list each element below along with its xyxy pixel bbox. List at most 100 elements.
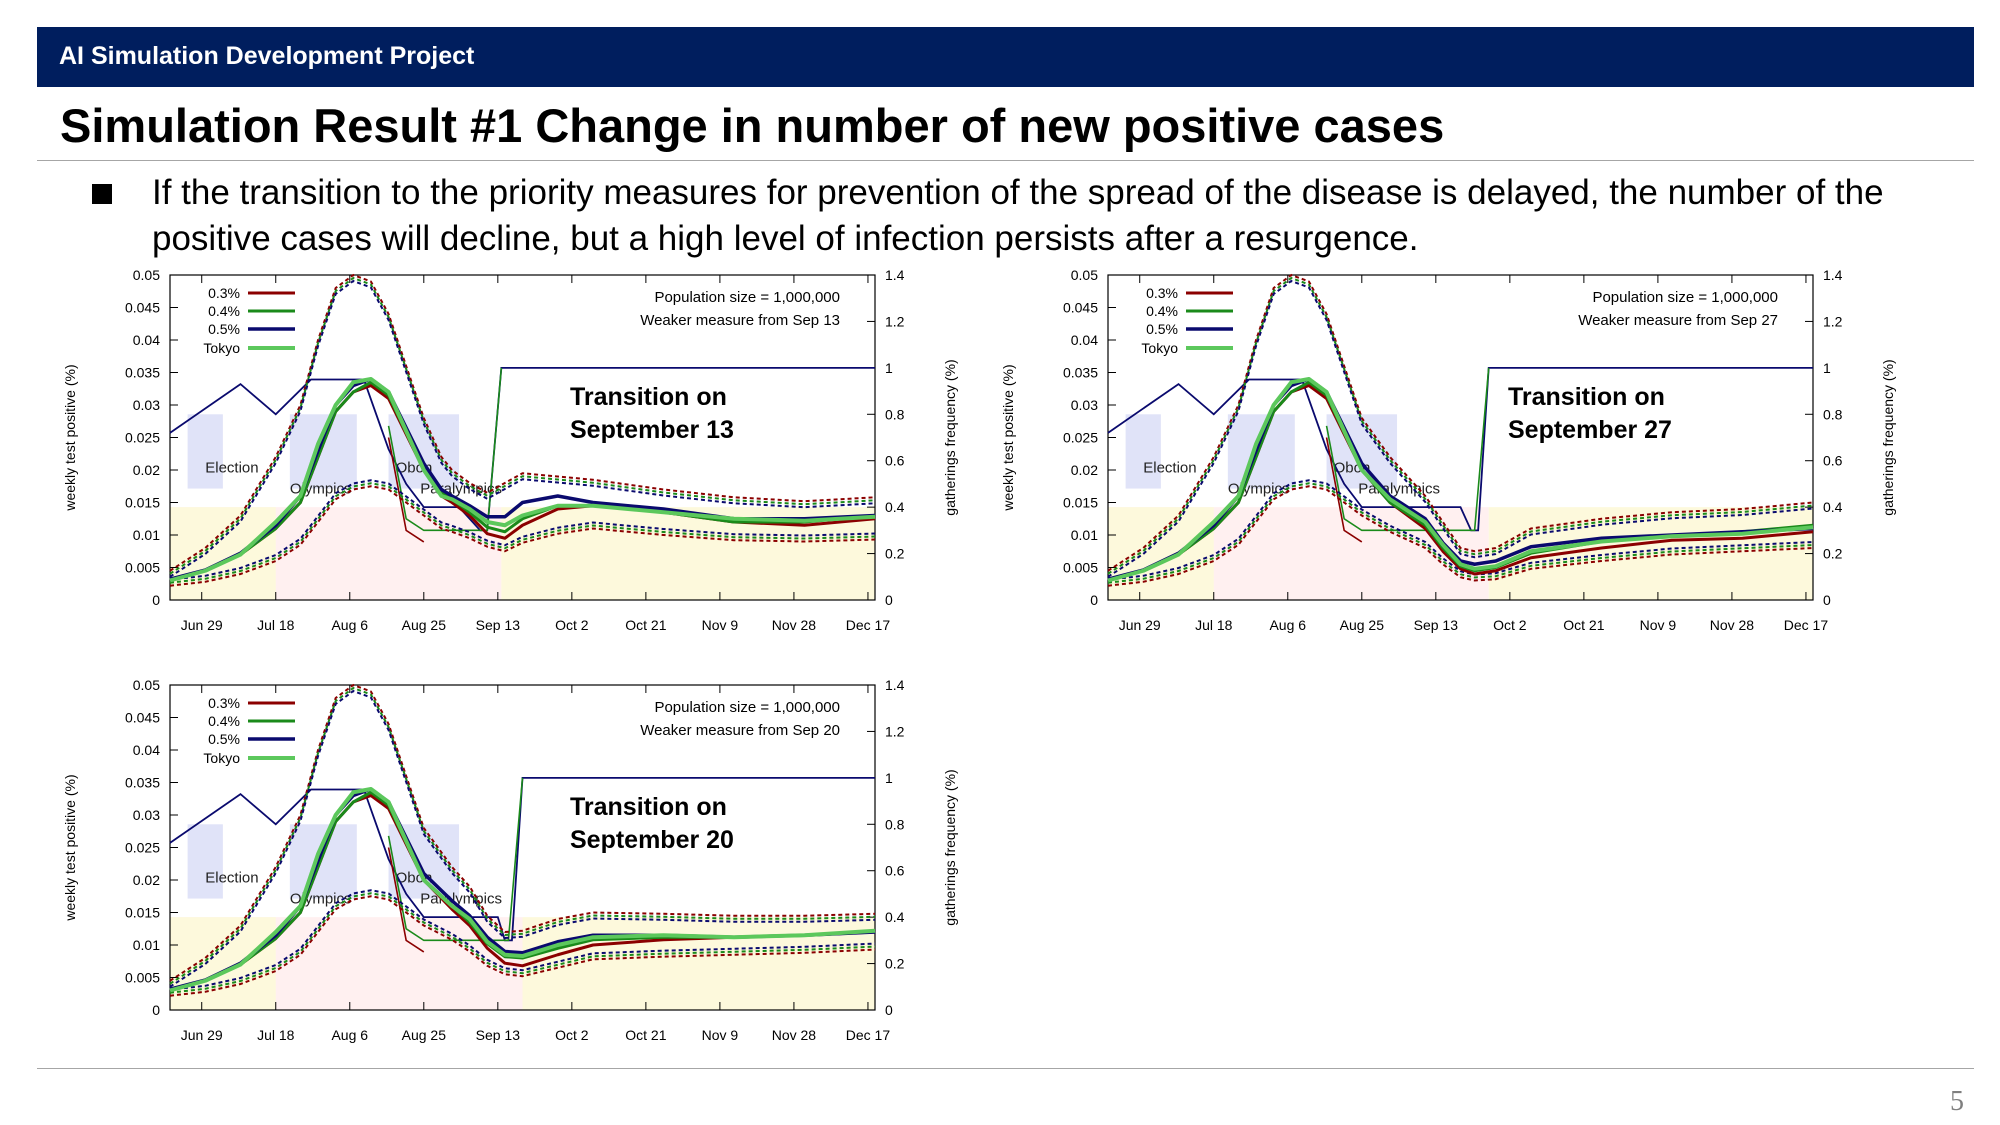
y2-tick-label: 0 — [885, 1002, 893, 1018]
y-tick-label: 0.02 — [1071, 462, 1098, 478]
y-tick-label: 0.035 — [125, 775, 160, 791]
x-tick-label: Sep 13 — [476, 617, 521, 633]
y2-tick-label: 1 — [885, 770, 893, 786]
info-population: Population size = 1,000,000 — [654, 289, 840, 306]
x-tick-label: Oct 21 — [1563, 617, 1604, 633]
event-box — [388, 414, 460, 489]
x-tick-label: Oct 2 — [555, 1027, 589, 1043]
event-label: Election — [1143, 460, 1196, 477]
event-box — [1227, 414, 1295, 489]
y2-tick-label: 0.8 — [885, 406, 905, 422]
lower-band-line — [169, 485, 876, 587]
event-box — [1326, 414, 1398, 489]
y2-tick-label: 0.2 — [885, 956, 905, 972]
y-tick-label: 0.05 — [1071, 267, 1098, 283]
y-tick-label: 0.025 — [1063, 430, 1098, 446]
upper-band-line — [169, 689, 876, 988]
project-name: AI Simulation Development Project — [59, 42, 475, 70]
y-tick-label: 0.05 — [133, 267, 160, 283]
y-tick-label: 0.04 — [1071, 332, 1098, 348]
x-tick-label: Aug 6 — [331, 1027, 368, 1043]
bg-pre-region — [170, 917, 276, 1010]
y-tick-label: 0.015 — [125, 495, 160, 511]
square-bullet-icon — [92, 184, 112, 204]
y-tick-label: 0.04 — [133, 742, 160, 758]
upper-band-line — [1107, 279, 1814, 578]
x-tick-label: Jul 18 — [257, 1027, 295, 1043]
x-tick-label: Aug 6 — [331, 617, 368, 633]
legend-label: 0.5% — [1146, 321, 1178, 337]
transition-title-line2: September 13 — [570, 416, 734, 444]
y2-tick-label: 1 — [1823, 360, 1831, 376]
series-line-tokyo — [169, 787, 876, 993]
lower-band-line — [1107, 485, 1814, 587]
frequency-line-alt — [1325, 367, 1490, 532]
y2-axis-label: gatherings frequency (%) — [942, 769, 958, 925]
x-tick-label: Dec 17 — [846, 617, 891, 633]
frequency-line-alt — [387, 367, 503, 532]
frequency-line — [1107, 366, 1813, 532]
y2-tick-label: 0.6 — [1823, 453, 1843, 469]
transition-title-line1: Transition on — [1508, 383, 1665, 411]
x-tick-label: Aug 25 — [402, 1027, 447, 1043]
y-tick-label: 0.045 — [125, 300, 160, 316]
upper-band-line — [1107, 276, 1814, 575]
x-tick-label: Oct 2 — [1493, 617, 1527, 633]
x-tick-label: Sep 13 — [1414, 617, 1459, 633]
y2-tick-label: 0.4 — [885, 909, 905, 925]
y-tick-label: 0.01 — [133, 527, 160, 543]
legend-label: Tokyo — [203, 340, 240, 356]
x-tick-label: Jul 18 — [1195, 617, 1233, 633]
info-population: Population size = 1,000,000 — [654, 699, 840, 716]
frequency-line-alt — [387, 777, 524, 942]
x-tick-label: Nov 9 — [702, 1027, 739, 1043]
event-label: Paralympics — [420, 891, 502, 908]
y2-tick-label: 0.8 — [1823, 406, 1843, 422]
legend-label: 0.3% — [208, 695, 240, 711]
upper-band-line — [1107, 273, 1814, 572]
event-box — [289, 824, 357, 899]
x-tick-label: Oct 21 — [625, 617, 666, 633]
event-box — [289, 414, 357, 489]
x-tick-label: Oct 21 — [625, 1027, 666, 1043]
chart-transition-sep20: 0 0.005 0.01 0.015 0.02 0.025 0.03 0.035 0.04 0.0… — [62, 677, 958, 1043]
legend-label: Tokyo — [1141, 340, 1178, 356]
upper-band-line — [169, 686, 876, 985]
transition-title-line2: September 20 — [570, 826, 734, 854]
y-tick-label: 0.015 — [1063, 495, 1098, 511]
transition-title-line2: September 27 — [1508, 416, 1672, 444]
x-tick-label: Aug 25 — [1340, 617, 1385, 633]
y-tick-label: 0.05 — [133, 677, 160, 693]
y-tick-label: 0.005 — [1063, 560, 1098, 576]
event-box — [388, 824, 460, 899]
legend-label: 0.3% — [1146, 285, 1178, 301]
bg-post-region — [1488, 507, 1813, 600]
event-label: Election — [205, 870, 258, 887]
y-tick-label: 0.005 — [125, 970, 160, 986]
y2-tick-label: 0.4 — [1823, 499, 1843, 515]
y-tick-label: 0.01 — [133, 937, 160, 953]
y2-tick-label: 1.2 — [885, 723, 905, 739]
y2-tick-label: 0.6 — [885, 863, 905, 879]
info-weaker-measure: Weaker measure from Sep 27 — [1578, 312, 1778, 329]
legend-label: 0.5% — [208, 731, 240, 747]
y-axis-label: weekly test positive (%) — [62, 364, 78, 511]
lower-band-line — [1107, 482, 1814, 584]
y2-tick-label: 0.4 — [885, 499, 905, 515]
y-tick-label: 0 — [152, 1002, 160, 1018]
header-banner: AI Simulation Development Project — [37, 27, 1974, 87]
y2-tick-label: 0 — [1823, 592, 1831, 608]
y-tick-label: 0.01 — [1071, 527, 1098, 543]
y-tick-label: 0.03 — [133, 807, 160, 823]
lower-band-line — [169, 482, 876, 584]
x-tick-label: Nov 28 — [1710, 617, 1755, 633]
y2-tick-label: 1 — [885, 360, 893, 376]
title-divider — [37, 160, 1974, 161]
chart-transition-sep27: 0 0.005 0.01 0.015 0.02 0.025 0.03 0.035 0.04 0.0… — [1000, 267, 1896, 633]
series-line-tokyo — [169, 377, 876, 583]
transition-title-line1: Transition on — [570, 383, 727, 411]
event-box — [187, 824, 223, 899]
y2-tick-label: 0 — [885, 592, 893, 608]
y-tick-label: 0.025 — [125, 430, 160, 446]
legend-label: Tokyo — [203, 750, 240, 766]
